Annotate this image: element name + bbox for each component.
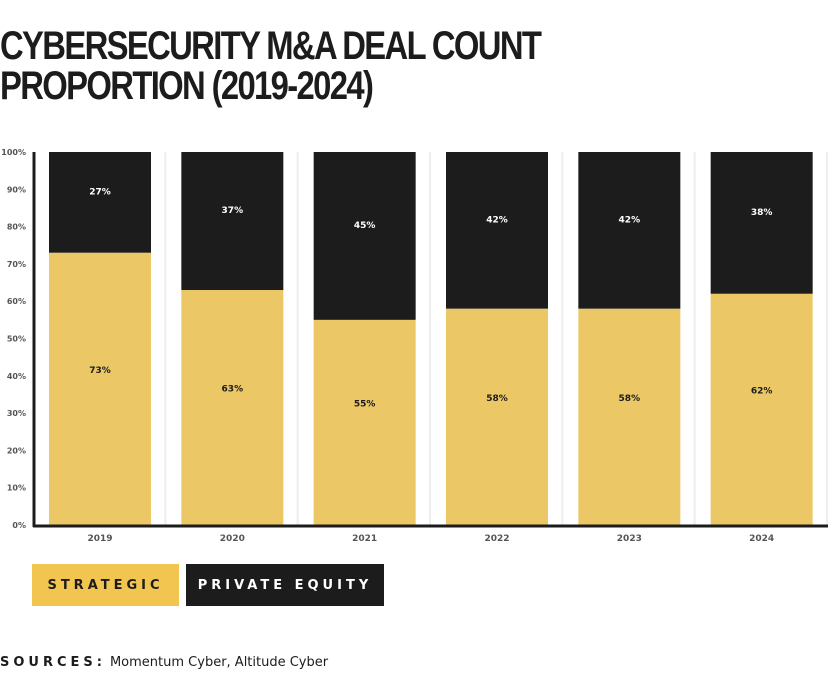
- legend-private-equity-label: PRIVATE EQUITY: [197, 577, 373, 593]
- label-strategic-2022: 58%: [486, 394, 508, 404]
- bar-labels: 73% 27% 63% 37% 55% 45% 58% 42% 58% 42% 62% 38%: [89, 187, 772, 409]
- bar-private-equity-2019: [49, 152, 151, 253]
- bar-strategic-2021: [313, 319, 416, 525]
- label-strategic-2023: 58%: [619, 394, 641, 404]
- bar-private-equity-2024: [710, 152, 813, 294]
- label-strategic-2020: 63%: [222, 385, 244, 395]
- x-axis-ticks: 2019 2020 2021 2022 2023 2024: [87, 534, 774, 544]
- y-tick-label: 40%: [7, 372, 26, 381]
- bar-private-equity-2021: [313, 152, 416, 320]
- x-tick-label-2019: 2019: [87, 534, 112, 544]
- label-strategic-2024: 62%: [751, 386, 773, 396]
- sources-text: Momentum Cyber, Altitude Cyber: [109, 655, 329, 670]
- label-private-equity-2022: 42%: [486, 215, 508, 225]
- y-tick-label: 60%: [7, 297, 26, 306]
- bar-private-equity-2023: [578, 152, 681, 309]
- bar-strategic-2024: [710, 293, 813, 525]
- sources-note: SOURCES: Momentum Cyber, Altitude Cyber: [0, 655, 328, 670]
- x-tick-label-2020: 2020: [220, 534, 245, 544]
- y-tick-label: 90%: [7, 185, 26, 194]
- label-strategic-2019: 73%: [89, 366, 111, 376]
- label-private-equity-2023: 42%: [619, 215, 641, 225]
- label-private-equity-2020: 37%: [222, 206, 244, 216]
- label-private-equity-2019: 27%: [89, 187, 111, 197]
- y-tick-label: 20%: [7, 446, 26, 455]
- x-tick-label-2024: 2024: [749, 534, 774, 544]
- stacked-bar-chart: 73% 27% 63% 37% 55% 45% 58% 42% 58% 42% 62% 38% 0% 1…: [1, 148, 828, 544]
- bar-strategic-2023: [578, 308, 681, 525]
- legend-strategic-label: STRATEGIC: [47, 577, 164, 593]
- chart-title: CYBERSECURITY M&A DEAL COUNT PROPORTION …: [0, 24, 542, 108]
- y-tick-label: 10%: [7, 484, 26, 493]
- column-separators: [164, 152, 828, 525]
- bar-private-equity-2020: [181, 152, 284, 291]
- sources-label: SOURCES:: [0, 655, 106, 670]
- legend-strategic: STRATEGIC: [32, 564, 179, 606]
- label-strategic-2021: 55%: [354, 399, 376, 409]
- label-private-equity-2024: 38%: [751, 208, 773, 218]
- x-tick-label-2023: 2023: [617, 534, 642, 544]
- y-tick-label: 0%: [12, 521, 26, 530]
- y-tick-label: 50%: [7, 335, 26, 344]
- y-tick-label: 70%: [7, 260, 26, 269]
- bar-strategic-2022: [446, 308, 548, 525]
- x-tick-label-2021: 2021: [352, 534, 377, 544]
- y-tick-label: 100%: [1, 148, 26, 157]
- y-tick-label: 80%: [7, 223, 26, 232]
- bar-private-equity-2022: [446, 152, 548, 309]
- bars: [49, 152, 813, 525]
- y-tick-label: 30%: [7, 409, 26, 418]
- bar-strategic-2020: [181, 290, 284, 525]
- bar-strategic-2019: [49, 252, 151, 525]
- x-tick-label-2022: 2022: [484, 534, 509, 544]
- y-axis-ticks: 0% 10% 20% 30% 40% 50% 60% 70% 80% 90% 100%: [1, 148, 26, 530]
- label-private-equity-2021: 45%: [354, 221, 376, 231]
- legend-private-equity: PRIVATE EQUITY: [186, 564, 384, 606]
